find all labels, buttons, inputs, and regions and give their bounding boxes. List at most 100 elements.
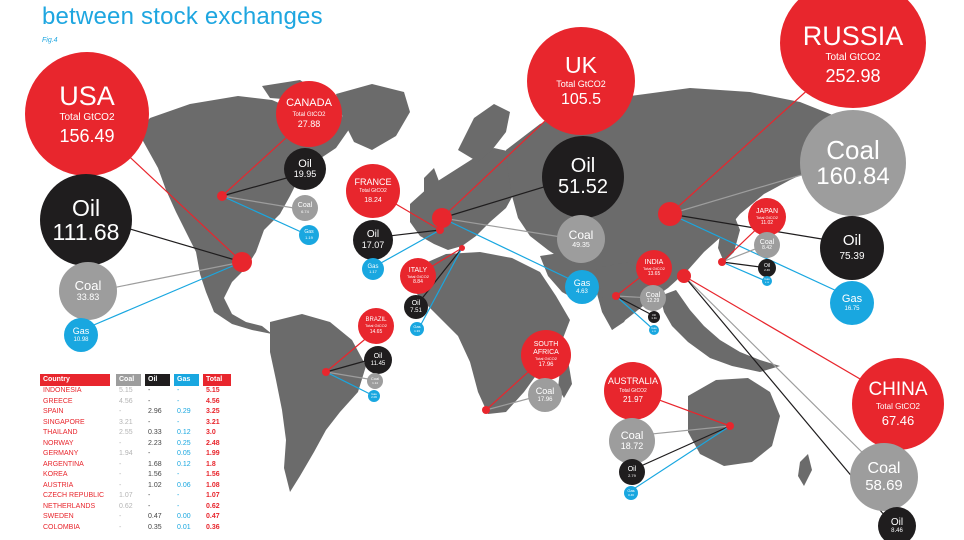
cell-coal: 2.55 [119,429,133,436]
oil-label: Oil [842,232,862,250]
oil-label: Oil [763,262,771,269]
canada-gas-bubble: Gas 1.19 [299,225,319,245]
total-value: 13.65 [647,271,661,278]
brazil-coal-bubble: Coal 1.14 [367,373,383,389]
india-oil-line [615,295,655,317]
cell-oil: 1.02 [148,481,162,489]
coal-label: Coal [826,134,880,165]
usa-coal-bubble: Coal 33.83 [59,262,117,320]
cell-gas: - [177,397,180,405]
australia-shape [688,378,780,466]
brazil-gas-bubble: Gas 2.06 [368,390,380,402]
coal-label: Coal [867,459,901,477]
greenland-shape [336,84,410,150]
coal-label: Coal [74,278,102,294]
usa-oil-bubble: Oil 111.68 [40,174,132,266]
gas-value: 1.17 [369,269,377,275]
italy-dot [459,245,465,251]
cell-oil: 0.33 [148,429,162,436]
figure-label: Fig.4 [42,37,58,44]
country-name: UK [565,51,597,78]
coal-value: 8.42 [762,245,772,252]
japan-total-bubble: JAPAN Total GtCO2 11.02 [748,198,786,236]
cell-coal: - [119,513,122,520]
total-value: 18.24 [364,196,382,204]
uk-total-bubble: UK Total GtCO2 105.5 [527,27,635,135]
russia-oil-bubble: Oil 75.39 [820,216,884,280]
table-row: Germany 1.94 - 0.05 1.99 [40,449,236,460]
south-africa-dot [482,406,490,414]
cell-country: Korea [43,471,68,478]
india-total-bubble: INDIA Total GtCO2 13.65 [636,250,672,286]
total-value: 67.46 [881,413,915,429]
unit-label: Total GtCO2 [556,78,606,89]
cell-gas: - [177,471,180,478]
australia-oil-bubble: Oil 2.79 [619,459,645,485]
cell-country: Sweden [43,513,74,520]
uk-coal-bubble: Coal 49.35 [557,215,605,263]
japan-gas-line [721,261,769,283]
cell-gas: 0.29 [177,408,191,415]
oil-value: 7.51 [410,307,422,314]
coal-value: 33.83 [76,292,100,303]
canada-oil-bubble: Oil 19.95 [284,148,326,190]
uk-gas-line [441,217,581,285]
oil-value: 19.95 [293,169,317,180]
cell-gas: - [177,502,180,510]
southeast-asia-shape [660,290,780,372]
oil-label: Oil [570,155,596,177]
cell-oil: - [148,387,151,394]
brazil-gas-line [325,371,375,397]
cell-gas: 0.05 [177,450,191,457]
china-dot [677,269,691,283]
cell-oil: - [148,502,151,510]
cell-oil: 0.35 [148,523,162,531]
header-gas: Gas [174,373,199,386]
cell-gas: 0.01 [177,523,191,531]
cell-gas: 0.25 [177,439,191,447]
header-coal: Coal [116,373,141,386]
italy-gas-bubble: Gas 1.33 [410,322,424,336]
table-row: Austria - 1.02 0.06 1.08 [40,481,236,492]
cell-gas: - [177,492,180,499]
oil-value: 8.46 [891,528,903,535]
cell-coal: - [119,481,122,489]
cell-total: 3.0 [206,429,216,436]
coal-value: 58.69 [865,476,903,494]
cell-total: 1.56 [206,471,220,478]
table-header: Country Coal Oil Gas Total [40,373,236,386]
gas-label: Gas [651,326,657,331]
australia-oil-line [631,425,731,471]
gas-label: Gas [764,277,770,282]
canada-total-bubble: CANADA Total GtCO2 27.88 [276,81,342,147]
australia-gas-bubble: Gas 0.46 [624,486,638,500]
oil-label: Oil [373,353,383,361]
gas-value: 2.06 [371,395,377,399]
oil-label: Oil [411,300,421,308]
usa-gas-line [81,261,243,331]
cell-total: 0.36 [206,523,220,531]
cell-oil: - [148,492,151,499]
coal-value: 49.35 [572,241,590,249]
cell-country: Colombia [43,523,80,531]
gas-value: 4.63 [576,288,588,295]
cell-country: Greece [43,397,73,405]
cell-total: 3.21 [206,418,220,426]
india-gas-bubble: Gas 0.25 [649,325,659,335]
gas-label: Gas [371,391,377,396]
oil-label: Oil [890,516,904,528]
usa-dot [232,252,252,272]
brazil-oil-bubble: Oil 11.45 [364,346,392,374]
total-value: 21.97 [622,395,644,405]
total-value: 156.49 [59,125,115,146]
canada-gas-line [221,195,311,237]
france-gas-bubble: Gas 1.17 [362,258,384,280]
cell-oil: - [148,397,151,405]
cell-oil: 1.56 [148,471,162,478]
oil-value: 2.79 [628,472,636,478]
oil-value: 1.11 [651,316,657,320]
japan-oil-bubble: Oil 2.46 [758,259,776,277]
country-name: CHINA [868,379,928,401]
country-name: SOUTH AFRICA [533,341,559,356]
cell-country: Spain [43,408,64,415]
